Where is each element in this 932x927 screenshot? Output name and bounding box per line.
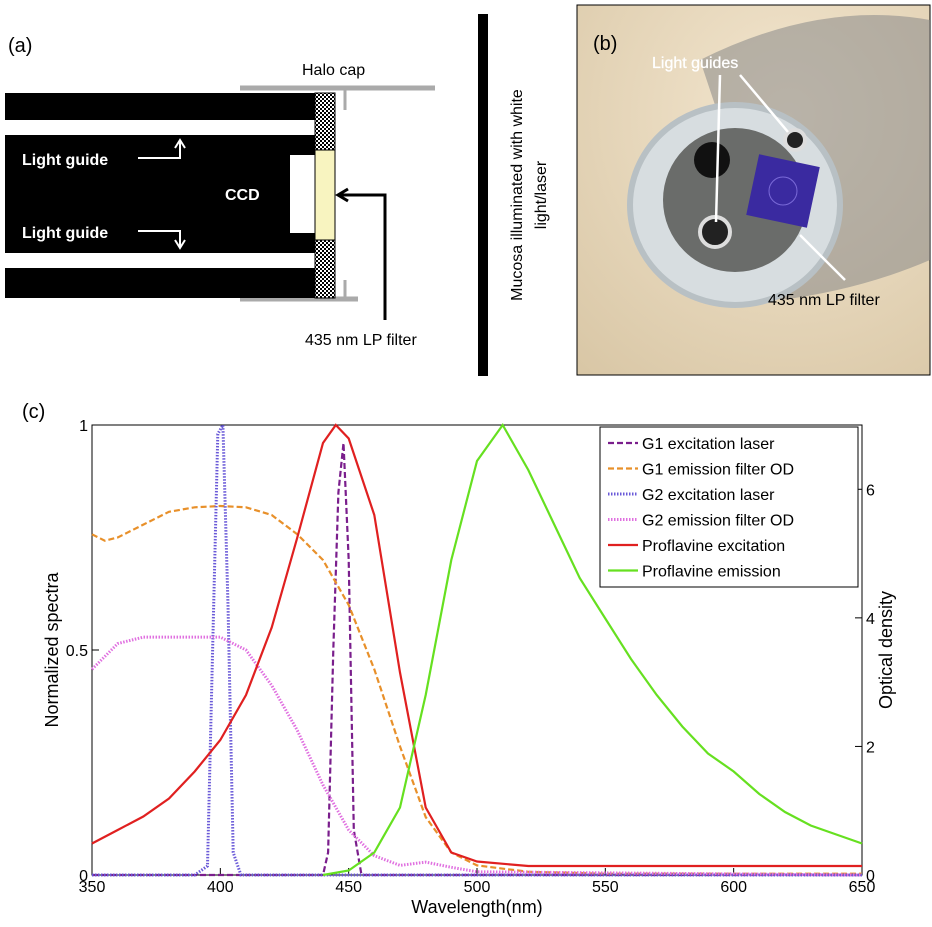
y2-tick-label: 6	[866, 482, 875, 499]
spacer	[314, 92, 336, 151]
chart: 350 400 450 500 550 600 65000.510246Wavelength…	[42, 418, 896, 917]
series-line	[91, 504, 862, 875]
ccd-window	[290, 155, 315, 233]
arrow	[714, 74, 789, 223]
panel-label: (b)	[593, 33, 617, 55]
x-axis-label: Wavelength(nm)	[411, 897, 542, 917]
halo-cap-label: Halo cap	[302, 62, 365, 79]
legend-label: Proflavine excitation	[642, 538, 785, 555]
legend-label: G1 excitation laser	[642, 436, 775, 453]
light-guide	[5, 253, 315, 268]
mucosa-text: light/laser	[533, 160, 550, 229]
x-tick-label: 350	[79, 879, 106, 896]
light-guides-label: Light guides	[652, 55, 738, 72]
mucosa-bar	[478, 14, 488, 376]
series-line	[322, 422, 863, 877]
legend-label: G2 emission filter OD	[642, 513, 794, 530]
legend-label: G1 emission filter OD	[642, 462, 794, 479]
filter	[746, 154, 820, 228]
ccd-label: CCD	[225, 187, 260, 204]
y-tick-label: 1	[79, 418, 88, 435]
legend-box	[599, 426, 859, 588]
arrow	[138, 138, 186, 159]
x-tick-label: 500	[464, 879, 491, 896]
arrow	[335, 187, 387, 320]
light-guide-label: Light guide	[22, 225, 108, 242]
panel-label: (a)	[8, 35, 32, 57]
filter-label: 435 nm LP filter	[768, 292, 880, 309]
y-axis-label: Normalized spectra	[42, 571, 62, 727]
series-line	[92, 419, 862, 877]
y2-tick-label: 2	[866, 739, 875, 756]
x-tick-label: 600	[720, 879, 747, 896]
filter	[314, 149, 336, 241]
legend-label: Proflavine emission	[642, 564, 781, 581]
x-tick-label: 650	[849, 879, 876, 896]
x-tick-label: 450	[335, 879, 362, 896]
y2-tick-label: 4	[866, 611, 875, 628]
y-tick-label: 0	[79, 868, 88, 885]
panel-a: (a) Halo cap Light guide Light guide CCD…	[5, 35, 435, 349]
light-guide	[783, 128, 807, 152]
legend-label: G2 excitation laser	[642, 487, 775, 504]
series-line	[92, 442, 862, 877]
light-guide	[5, 120, 315, 135]
mucosa-label: Mucosa illuminated with white light/lase…	[509, 89, 550, 301]
arrow	[799, 234, 846, 281]
y-tick-label: 0.5	[66, 643, 88, 660]
series-line	[91, 423, 862, 868]
mucosa-text: Mucosa illuminated with white	[509, 89, 526, 301]
filter	[768, 176, 798, 206]
x-tick-label: 550	[592, 879, 619, 896]
arrow	[138, 230, 186, 250]
filter-label: 435 nm LP filter	[305, 332, 417, 349]
spacer	[314, 239, 336, 299]
x-tick-label: 400	[207, 879, 234, 896]
panel-label: (c)	[22, 401, 45, 423]
light-guide-label: Light guide	[22, 152, 108, 169]
channel	[694, 142, 730, 178]
series-line	[90, 635, 863, 877]
y2-axis-label: Optical density	[876, 591, 896, 709]
panel-b: (b) Light guides 435 nm LP filter	[576, 4, 931, 376]
y2-tick-label: 0	[866, 868, 875, 885]
